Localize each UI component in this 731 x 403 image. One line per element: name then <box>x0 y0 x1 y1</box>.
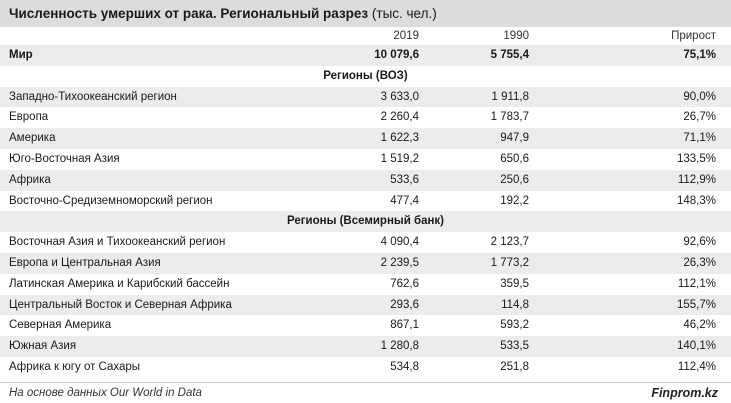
row-name: Западно-Тихоокеанский регион <box>9 90 177 103</box>
table-title-unit: (тыс. чел.) <box>368 6 437 21</box>
world-row: Мир 10 079,6 5 755,4 75,1% <box>0 45 731 66</box>
row-value-1990: 114,8 <box>501 298 529 311</box>
row-name: Мир <box>9 49 33 61</box>
row-value-2019: 762,6 <box>390 277 419 290</box>
table-row: Европа и Центральная Азия 2 239,5 1 773,2 2… <box>0 252 731 274</box>
row-name: Юго-Восточная Азия <box>9 152 120 165</box>
table-header-row: 2019 1990 Прирост <box>0 27 731 45</box>
row-value-1990: 533,5 <box>500 340 529 353</box>
row-value-2019: 2 260,4 <box>380 111 419 124</box>
row-name: Восточная Азия и Тихоокеанский регион <box>9 236 226 249</box>
row-value-1990: 1 783,7 <box>490 111 529 124</box>
row-growth: 71,1% <box>683 132 716 145</box>
row-growth: 140,1% <box>676 340 716 353</box>
row-name: Америка <box>9 132 56 145</box>
row-growth: 155,7% <box>676 298 716 311</box>
brand-logo-text: Finprom.kz <box>651 386 718 400</box>
table-row: Латинская Америка и Карибский бассейн 762… <box>0 274 731 295</box>
row-value-1990: 359,5 <box>500 277 529 290</box>
table-row: Северная Америка 867,1 593,2 46,2% <box>0 315 731 336</box>
row-value-2019: 534,8 <box>390 360 419 373</box>
row-growth: 133,5% <box>676 152 716 165</box>
row-name: Южная Азия <box>9 340 77 353</box>
footer: На основе данных Our World in Data Finpr… <box>0 382 731 403</box>
row-name: Центральный Восток и Северная Африка <box>9 298 232 311</box>
row-value-2019: 10 079,6 <box>374 49 419 61</box>
section-header: Регионы (ВОЗ) <box>0 66 731 87</box>
row-value-2019: 1 622,3 <box>380 132 419 145</box>
row-value-1990: 650,6 <box>500 152 529 165</box>
row-growth: 46,2% <box>683 319 716 332</box>
section-title: Регионы (Всемирный банк) <box>286 215 445 228</box>
column-header-growth: Прирост <box>671 30 716 42</box>
row-growth: 148,3% <box>676 194 716 207</box>
row-growth: 75,1% <box>683 49 716 61</box>
table-row: Центральный Восток и Северная Африка 293,… <box>0 294 731 316</box>
data-table: 2019 1990 Прирост Мир 10 079,6 5 755,4 7… <box>0 27 731 378</box>
row-growth: 92,6% <box>683 236 716 249</box>
row-name: Северная Америка <box>9 319 112 332</box>
table-row: Америка 1 622,3 947,9 71,1% <box>0 128 731 149</box>
row-value-1990: 1 911,8 <box>491 90 529 103</box>
row-growth: 112,4% <box>677 360 716 373</box>
table-row: Юго-Восточная Азия 1 519,2 650,6 133,5% <box>0 149 731 170</box>
section-header: Регионы (Всемирный банк) <box>0 211 731 233</box>
row-value-1990: 947,9 <box>500 132 529 145</box>
row-name: Европа <box>9 111 49 124</box>
table-row: Африка 533,6 250,6 112,9% <box>0 169 731 191</box>
row-value-2019: 1 280,8 <box>380 340 419 353</box>
table-row: Европа 2 260,4 1 783,7 26,7% <box>0 107 731 128</box>
source-note: На основе данных Our World in Data <box>9 387 202 399</box>
table-row: Африка к югу от Сахары 534,8 251,8 112,4% <box>0 357 731 378</box>
table-row: Восточная Азия и Тихоокеанский регион 4 0… <box>0 232 731 253</box>
column-header-2019: 2019 <box>393 30 419 42</box>
row-value-1990: 251,8 <box>500 360 529 373</box>
row-name: Латинская Америка и Карибский бассейн <box>9 277 230 290</box>
row-value-1990: 2 123,7 <box>490 236 529 249</box>
row-growth: 26,3% <box>683 256 716 269</box>
row-value-2019: 2 239,5 <box>380 256 419 269</box>
row-name: Восточно-Средиземноморский регион <box>9 194 213 207</box>
section-title: Регионы (ВОЗ) <box>323 69 408 82</box>
row-value-2019: 533,6 <box>390 173 419 186</box>
row-value-2019: 1 519,2 <box>380 152 419 165</box>
row-value-2019: 3 633,0 <box>380 90 419 103</box>
table-row: Восточно-Средиземноморский регион 477,4 19… <box>0 191 731 212</box>
row-name: Африка <box>9 173 51 186</box>
table-title-main: Численность умерших от рака. Региональны… <box>9 6 369 21</box>
row-growth: 26,7% <box>683 111 716 124</box>
column-header-1990: 1990 <box>503 30 529 42</box>
table-row: Южная Азия 1 280,8 533,5 140,1% <box>0 336 731 357</box>
row-growth: 112,1% <box>677 277 716 290</box>
row-growth: 112,9% <box>677 173 716 186</box>
row-name: Африка к югу от Сахары <box>9 360 141 373</box>
row-value-1990: 5 755,4 <box>490 49 529 61</box>
row-value-2019: 867,1 <box>390 319 419 332</box>
row-value-1990: 593,2 <box>500 319 529 332</box>
table-row: Западно-Тихоокеанский регион 3 633,0 1 911… <box>0 86 731 108</box>
row-value-2019: 477,4 <box>390 194 419 207</box>
row-growth: 90,0% <box>683 90 716 103</box>
table-title: Численность умерших от рака. Региональны… <box>0 0 731 27</box>
row-value-2019: 4 090,4 <box>380 236 419 249</box>
row-value-2019: 293,6 <box>390 298 419 311</box>
row-value-1990: 1 773,2 <box>490 256 529 269</box>
row-value-1990: 250,6 <box>500 173 529 186</box>
row-value-1990: 192,2 <box>500 194 529 207</box>
row-name: Европа и Центральная Азия <box>9 256 161 269</box>
